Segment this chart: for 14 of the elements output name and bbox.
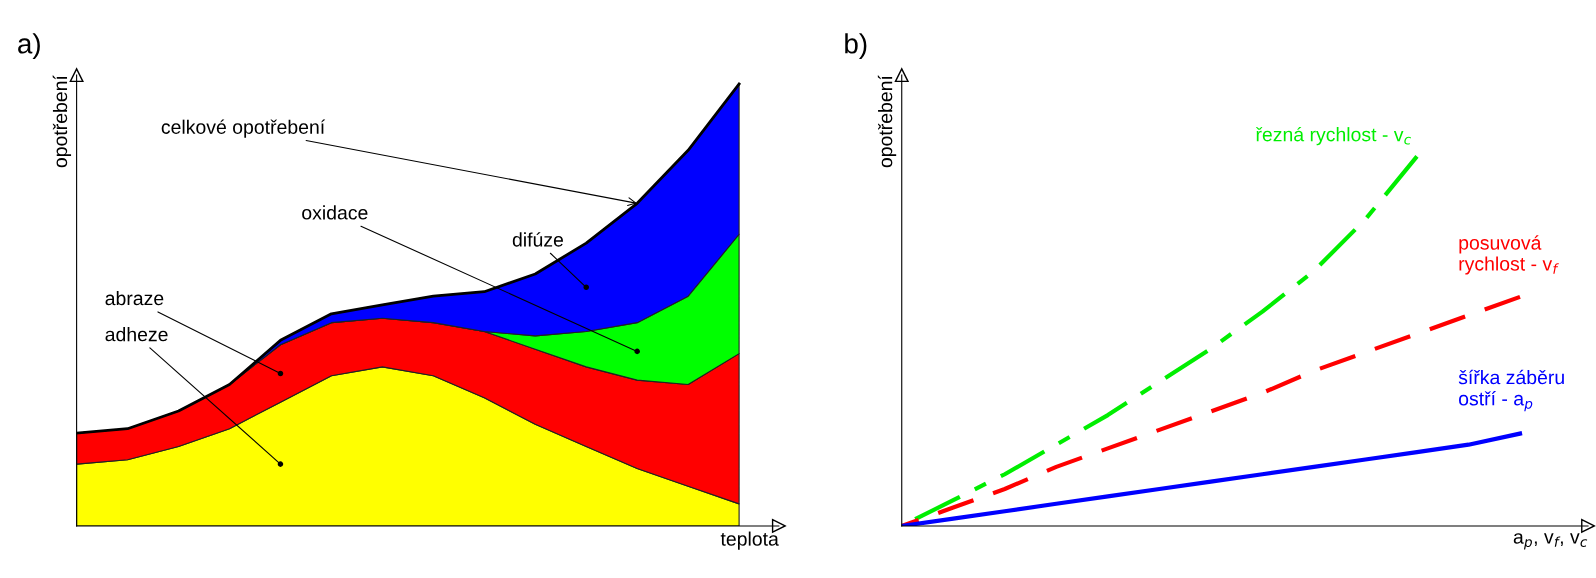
text: posuvová rychlost - v$_{f}$	[1459, 235, 1559, 275]
text: oxidace	[302, 205, 368, 220]
chart-title: b)	[845, 33, 867, 60]
series-label: šířka záběru ostří - a$_{p}$	[1458, 369, 1564, 412]
series-label: řezná rychlost - v$_{c}$	[1256, 126, 1411, 146]
annotation: celkové opotřebení	[161, 119, 326, 138]
y-axis-title: opotřebení	[877, 75, 897, 168]
x-axis-title: teplota	[720, 531, 779, 550]
chart-title: a)	[18, 33, 40, 60]
text: adheze	[105, 327, 168, 342]
y-axis-title: opotřebení	[52, 75, 72, 168]
x-axis-title: a$_{p}$, v$_{f}$, v$_{c}$	[1513, 533, 1588, 550]
text: abraze	[105, 290, 164, 306]
series-label: difúze	[512, 232, 564, 247]
